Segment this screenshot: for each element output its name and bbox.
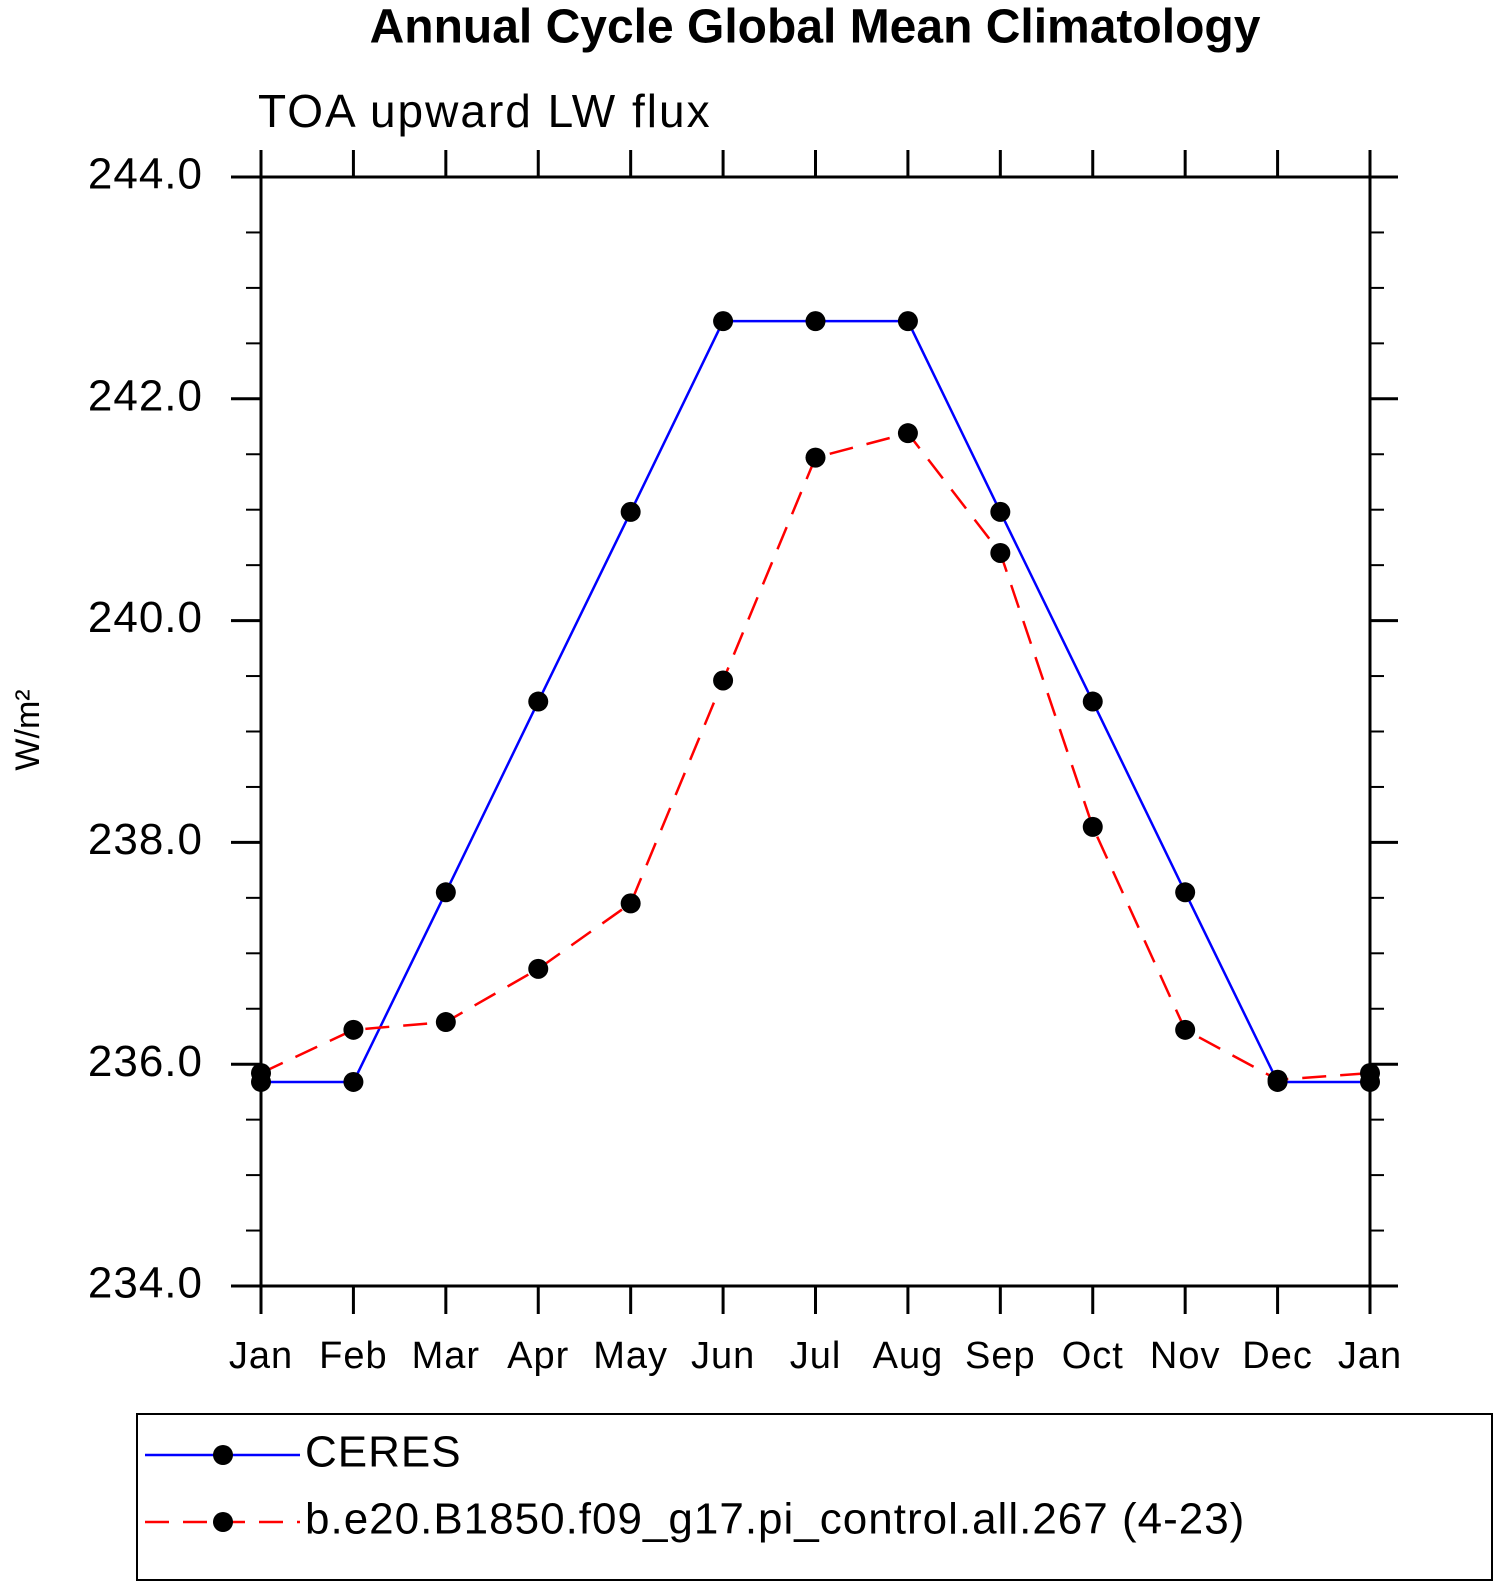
data-point bbox=[528, 691, 549, 712]
y-tick-label: 240.0 bbox=[88, 593, 203, 642]
data-point bbox=[713, 670, 734, 691]
x-tick-label: May bbox=[593, 1335, 668, 1377]
chart-title: Annual Cycle Global Mean Climatology bbox=[370, 1, 1261, 54]
data-point bbox=[620, 893, 641, 914]
data-point bbox=[435, 882, 456, 903]
x-tick-label: Apr bbox=[507, 1335, 569, 1377]
data-point bbox=[1082, 691, 1103, 712]
x-tick-label: Jul bbox=[790, 1335, 842, 1377]
data-point bbox=[990, 501, 1011, 522]
x-tick-label: Dec bbox=[1242, 1335, 1313, 1377]
x-tick-label: Jun bbox=[691, 1335, 755, 1377]
y-tick-label: 244.0 bbox=[88, 150, 203, 199]
y-tick-label: 242.0 bbox=[88, 371, 203, 420]
data-point bbox=[805, 311, 826, 332]
legend-marker bbox=[213, 1445, 233, 1465]
data-point bbox=[343, 1071, 364, 1092]
data-point bbox=[1175, 882, 1196, 903]
data-point bbox=[528, 958, 549, 979]
legend-label: CERES bbox=[305, 1428, 462, 1477]
x-tick-label: Nov bbox=[1150, 1335, 1221, 1377]
data-point bbox=[251, 1063, 271, 1084]
x-tick-label: Aug bbox=[873, 1335, 944, 1377]
plot-frame bbox=[259, 175, 1372, 1288]
data-point bbox=[1360, 1063, 1380, 1084]
data-point bbox=[990, 542, 1011, 563]
legend-marker bbox=[213, 1512, 233, 1532]
y-tick-label: 238.0 bbox=[88, 815, 203, 864]
x-tick-label: Jan bbox=[1338, 1335, 1402, 1377]
data-point bbox=[435, 1012, 456, 1033]
legend-label: b.e20.B1850.f09_g17.pi_control.all.267 (… bbox=[305, 1495, 1245, 1544]
data-point bbox=[805, 447, 826, 468]
chart-subtitle: TOA upward LW flux bbox=[258, 85, 712, 137]
data-point bbox=[1267, 1069, 1288, 1090]
y-tick-label: 234.0 bbox=[88, 1259, 203, 1308]
legend-box bbox=[136, 1413, 1493, 1581]
data-point bbox=[897, 311, 918, 332]
data-point bbox=[620, 501, 641, 522]
data-point bbox=[713, 311, 734, 332]
y-axis-label: W/m² bbox=[9, 689, 47, 770]
data-point bbox=[897, 423, 918, 444]
data-point bbox=[1175, 1019, 1196, 1040]
x-tick-label: Sep bbox=[965, 1335, 1036, 1377]
x-tick-label: Oct bbox=[1062, 1335, 1124, 1377]
x-tick-label: Jan bbox=[229, 1335, 293, 1377]
data-point bbox=[1082, 816, 1103, 837]
x-tick-label: Mar bbox=[412, 1335, 480, 1377]
series-line bbox=[261, 319, 1370, 1084]
series-line bbox=[260, 431, 1371, 1082]
y-tick-label: 236.0 bbox=[88, 1037, 203, 1086]
data-point bbox=[343, 1019, 364, 1040]
x-tick-label: Feb bbox=[319, 1335, 387, 1377]
